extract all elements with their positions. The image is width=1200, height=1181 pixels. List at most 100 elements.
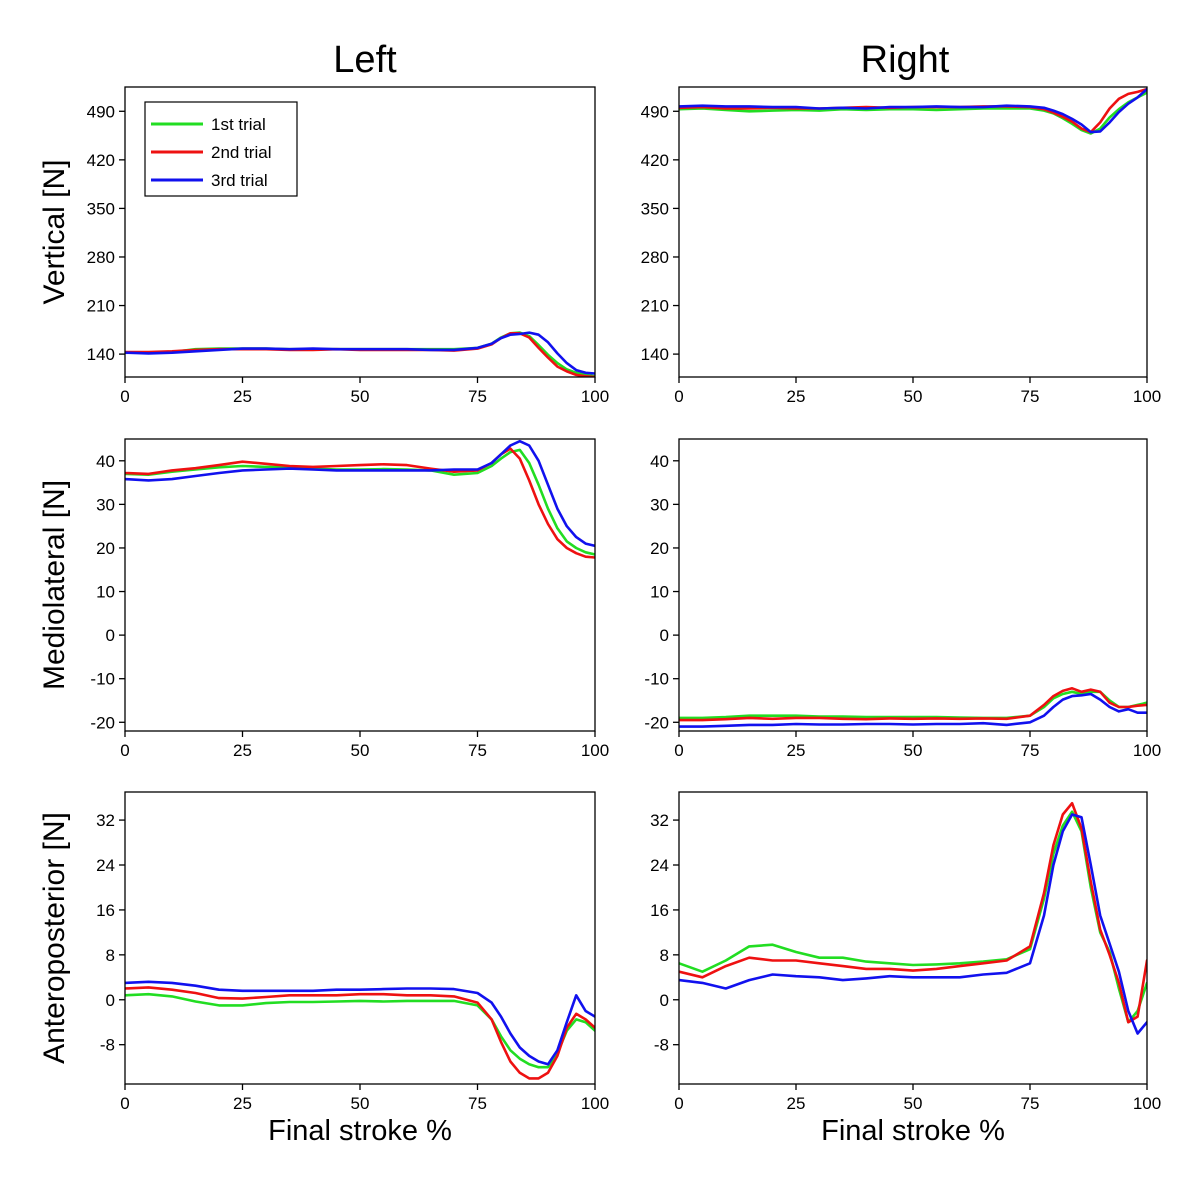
column-title-left: Left [333, 39, 397, 81]
x-tick-label: 75 [468, 387, 487, 406]
x-tick-label: 25 [787, 1094, 806, 1113]
x-tick-label: 100 [581, 387, 609, 406]
panel-anteroposterior-left: 0 25 50 75 100 -8 0 8 16 24 32 [96, 791, 609, 1113]
y-tick-label: 420 [641, 151, 669, 170]
y-tick-label: 420 [87, 151, 115, 170]
panel-mediolateral-left: 0 25 50 75 100 -20 -10 0 10 20 30 40 [90, 438, 609, 760]
anteroposterior-left-series [125, 980, 595, 1080]
x-tick-label: 50 [904, 741, 923, 760]
x-tick-label: 25 [233, 387, 252, 406]
anteroposterior-right-series [679, 801, 1147, 1035]
y-tick-label: 32 [650, 811, 669, 830]
y-tick-label: 280 [641, 248, 669, 267]
y-tick-label: 0 [660, 626, 669, 645]
column-title-right: Right [861, 39, 950, 81]
series-line-3rd-trial [125, 980, 595, 1066]
series-line-1st-trial [679, 810, 1147, 1024]
y-tick-label: 20 [650, 539, 669, 558]
y-tick-label: 10 [96, 583, 115, 602]
series-line-1st-trial [125, 992, 595, 1069]
y-tick-label: -20 [644, 713, 669, 732]
y-tick-label: 40 [96, 452, 115, 471]
y-tick-label: 210 [641, 297, 669, 316]
x-tick-label: 75 [1021, 387, 1040, 406]
row-title-anteroposterior: Anteroposterior [N] [38, 812, 71, 1064]
x-tick-label: 100 [581, 741, 609, 760]
y-tick-label: -10 [644, 670, 669, 689]
y-tick-label: -8 [100, 1036, 115, 1055]
x-tick-label: 75 [1021, 741, 1040, 760]
x-tick-label: 0 [674, 387, 683, 406]
panel-vertical-left: 0 25 50 75 100 140 210 280 350 420 490 [87, 86, 609, 406]
x-tick-label: 0 [674, 1094, 683, 1113]
y-tick-label: 0 [106, 991, 115, 1010]
row-title-vertical: Vertical [N] [38, 159, 71, 304]
y-tick-label: 0 [660, 991, 669, 1010]
plot-frame [678, 438, 1148, 732]
row-title-mediolateral: Mediolateral [N] [38, 480, 71, 690]
series-line-3rd-trial [125, 331, 595, 375]
panel-mediolateral-right: 0 25 50 75 100 -20 -10 0 10 20 30 40 [644, 438, 1161, 760]
legend-label-1: 1st trial [211, 115, 266, 134]
series-line-3rd-trial [125, 439, 595, 548]
vertical-left-series [125, 331, 595, 377]
x-axis-title-left: Final stroke % [268, 1115, 452, 1147]
y-tick-label: 30 [96, 495, 115, 514]
y-tick-label: 490 [641, 102, 669, 121]
y-tick-label: 210 [87, 297, 115, 316]
x-tick-label: 75 [1021, 1094, 1040, 1113]
y-tick-label: 30 [650, 495, 669, 514]
series-line-1st-trial [125, 331, 595, 377]
series-line-2nd-trial [125, 332, 595, 377]
series-line-2nd-trial [679, 801, 1147, 1024]
y-tick-label: 350 [641, 199, 669, 218]
x-tick-label: 25 [233, 1094, 252, 1113]
mediolateral-right-series [679, 687, 1147, 728]
vertical-right-series [679, 87, 1147, 135]
y-tick-label: 10 [650, 583, 669, 602]
y-tick-label: 350 [87, 199, 115, 218]
series-line-2nd-trial [679, 687, 1147, 722]
x-tick-label: 50 [351, 387, 370, 406]
plot-frame [124, 438, 596, 732]
x-tick-label: 100 [1133, 387, 1161, 406]
y-tick-label: -8 [654, 1036, 669, 1055]
series-line-3rd-trial [679, 813, 1147, 1035]
y-tick-label: 16 [96, 901, 115, 920]
y-tick-label: 8 [106, 946, 115, 965]
x-tick-label: 25 [787, 387, 806, 406]
series-line-2nd-trial [125, 986, 595, 1080]
x-tick-label: 100 [581, 1094, 609, 1113]
legend-label-3: 3rd trial [211, 171, 268, 190]
y-tick-label: 8 [660, 946, 669, 965]
panel-vertical-right: 0 25 50 75 100 140 210 280 350 420 490 [641, 86, 1161, 406]
x-tick-label: 50 [904, 1094, 923, 1113]
y-tick-label: 280 [87, 248, 115, 267]
plot-frame [678, 86, 1148, 378]
x-tick-label: 0 [120, 741, 129, 760]
y-tick-label: 24 [96, 856, 115, 875]
legend: 1st trial 2nd trial 3rd trial [144, 101, 298, 197]
mediolateral-left-series [125, 439, 595, 559]
x-tick-label: 25 [787, 741, 806, 760]
panel-anteroposterior-right: 0 25 50 75 100 -8 0 8 16 24 32 [650, 791, 1161, 1113]
y-tick-label: -10 [90, 670, 115, 689]
x-axis-title-right: Final stroke % [821, 1115, 1005, 1147]
x-tick-label: 75 [468, 1094, 487, 1113]
series-line-1st-trial [125, 448, 595, 556]
x-tick-label: 50 [351, 741, 370, 760]
y-tick-label: 40 [650, 452, 669, 471]
plot-frame [678, 791, 1148, 1085]
series-line-3rd-trial [679, 692, 1147, 728]
y-tick-label: 0 [106, 626, 115, 645]
y-tick-label: 16 [650, 901, 669, 920]
series-line-2nd-trial [125, 447, 595, 559]
x-tick-label: 100 [1133, 741, 1161, 760]
y-tick-label: 140 [641, 345, 669, 364]
y-tick-label: 140 [87, 345, 115, 364]
x-tick-label: 75 [468, 741, 487, 760]
x-tick-label: 0 [674, 741, 683, 760]
series-line-3rd-trial [679, 87, 1147, 134]
legend-label-2: 2nd trial [211, 143, 271, 162]
